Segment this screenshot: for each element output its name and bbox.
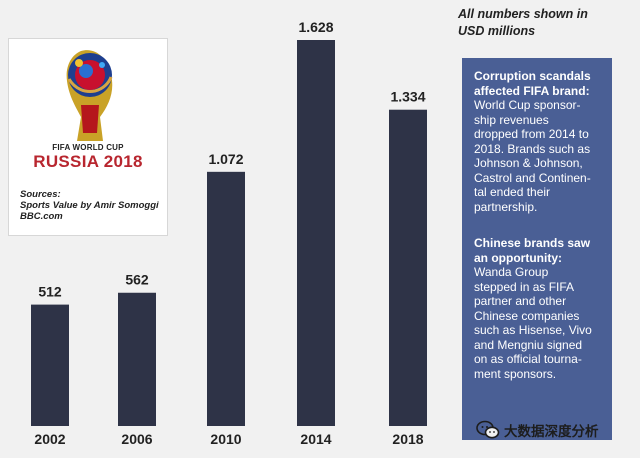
wechat-icon — [476, 420, 500, 439]
info-panel: Corruption scandals affected FIFA brand:… — [462, 58, 612, 440]
x-tick-2002: 2002 — [34, 431, 65, 447]
value-label-2006: 562 — [125, 272, 149, 288]
heading-line: Chinese brands saw — [474, 236, 591, 250]
body-line: ship revenues — [474, 112, 549, 127]
bar-2014 — [297, 40, 335, 426]
body-line: on as official tourna- — [474, 352, 582, 366]
heading-line: an opportunity: — [474, 250, 562, 265]
body-line: World Cup sponsor- — [474, 98, 581, 112]
bar-2018 — [389, 109, 427, 427]
body-line: ment sponsors. — [474, 366, 557, 381]
watermark-text: 大数据深度分析 — [504, 424, 599, 439]
chinese-brands-heading: Chinese brands saw an opportunity: — [474, 236, 607, 265]
body-line: dropped from 2014 to — [474, 127, 589, 141]
bar-2010 — [207, 171, 245, 426]
value-label-2010: 1.072 — [208, 151, 243, 167]
value-label-2014: 1.628 — [298, 19, 333, 35]
body-line: partnership. — [474, 199, 538, 214]
sources-line: Sources: — [20, 189, 61, 200]
corruption-body: World Cup sponsor- ship revenues dropped… — [474, 98, 607, 214]
chinese-brands-body: Wanda Group stepped in as FIFA partner a… — [474, 265, 607, 381]
sources-line: BBC.com — [20, 211, 63, 222]
x-tick-2014: 2014 — [300, 431, 331, 447]
value-label-2002: 512 — [38, 284, 62, 300]
value-labels-group: 512 562 1.072 1.628 1.334 — [38, 19, 425, 300]
fifa-logo-panel: FIFA WORLD CUP RUSSIA 2018 Sources: Spor… — [8, 38, 168, 236]
units-note-line: USD millions — [458, 24, 536, 38]
body-line: stepped in as FIFA — [474, 279, 575, 294]
body-line: Chinese companies — [474, 308, 580, 323]
corruption-heading: Corruption scandals affected FIFA brand: — [474, 69, 607, 98]
body-line: 2018. Brands such as — [474, 141, 591, 156]
logo-title-small: FIFA WORLD CUP — [52, 143, 124, 152]
body-line: tal ended their — [474, 185, 551, 199]
x-tick-2010: 2010 — [210, 431, 241, 447]
sources-note: Sources: Sports Value by Amir Somoggi BB… — [20, 189, 170, 222]
watermark: 大数据深度分析 — [476, 418, 599, 442]
body-line: Johnson & Johnson, — [474, 156, 583, 170]
value-label-2018: 1.334 — [390, 89, 425, 105]
units-note: All numbers shown in USD millions — [458, 6, 628, 40]
x-tick-labels-group: 2002 2006 2010 2014 2018 — [34, 431, 423, 447]
heading-line: Corruption scandals — [474, 69, 591, 83]
bar-2002 — [31, 304, 69, 426]
panel-spacer — [474, 214, 607, 236]
body-line: such as Hisense, Vivo — [474, 323, 592, 337]
world-cup-emblem-icon — [66, 50, 113, 141]
body-line: Castrol and Continen- — [474, 170, 591, 185]
x-tick-2006: 2006 — [121, 431, 152, 447]
heading-line: affected FIFA brand: — [474, 83, 590, 98]
body-line: Wanda Group — [474, 265, 549, 279]
bar-2006 — [118, 292, 156, 426]
body-line: partner and other — [474, 294, 567, 308]
body-line: and Mengniu signed — [474, 337, 583, 352]
units-note-line: All numbers shown in — [458, 7, 588, 21]
bars-group — [31, 40, 427, 427]
logo-title-large: RUSSIA 2018 — [33, 152, 143, 171]
x-tick-2018: 2018 — [392, 431, 423, 447]
sources-line: Sports Value by Amir Somoggi — [20, 200, 159, 211]
